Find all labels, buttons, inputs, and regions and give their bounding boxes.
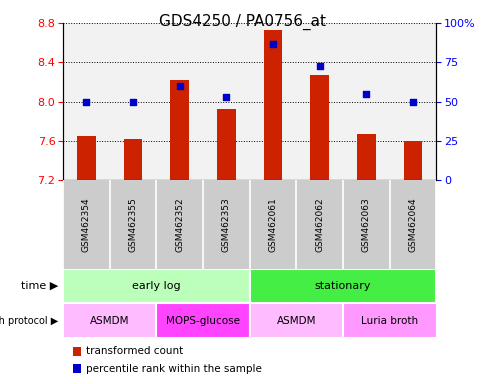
Bar [389, 23, 436, 180]
Bar [217, 109, 235, 180]
Text: growth protocol ▶: growth protocol ▶ [0, 316, 58, 326]
Bar [156, 23, 203, 180]
Bar [156, 303, 249, 338]
Bar [343, 303, 436, 338]
Text: percentile rank within the sample: percentile rank within the sample [86, 364, 262, 374]
Text: GSM462352: GSM462352 [175, 197, 184, 252]
Text: time ▶: time ▶ [21, 281, 58, 291]
Point [315, 63, 323, 69]
Bar [249, 269, 436, 303]
Text: Luria broth: Luria broth [361, 316, 418, 326]
Text: early log: early log [132, 281, 181, 291]
Bar [249, 23, 296, 180]
Text: ASMDM: ASMDM [276, 316, 316, 326]
Text: GSM462063: GSM462063 [361, 197, 370, 252]
Point [362, 91, 370, 97]
Bar [170, 80, 189, 180]
Text: GSM462354: GSM462354 [82, 197, 91, 252]
Text: stationary: stationary [314, 281, 371, 291]
Bar [296, 23, 342, 180]
Text: GSM462062: GSM462062 [315, 197, 324, 252]
Bar [109, 23, 156, 180]
Text: GSM462355: GSM462355 [128, 197, 137, 252]
Text: ASMDM: ASMDM [90, 316, 129, 326]
Text: GSM462064: GSM462064 [408, 197, 417, 252]
Bar [342, 23, 389, 180]
Point [176, 83, 183, 89]
Text: MOPS-glucose: MOPS-glucose [166, 316, 240, 326]
Bar [403, 141, 422, 180]
Bar [63, 23, 109, 180]
Text: GDS4250 / PA0756_at: GDS4250 / PA0756_at [159, 13, 325, 30]
Bar [356, 134, 375, 180]
Bar [63, 269, 249, 303]
Point [269, 40, 276, 46]
Point [408, 99, 416, 105]
Point [129, 99, 136, 105]
Point [82, 99, 90, 105]
Bar [249, 303, 342, 338]
Point [222, 94, 230, 100]
Bar [310, 75, 329, 180]
Text: GSM462353: GSM462353 [222, 197, 230, 252]
Bar [123, 139, 142, 180]
Bar [77, 136, 95, 180]
Bar [203, 23, 249, 180]
Bar [263, 30, 282, 180]
Text: transformed count: transformed count [86, 346, 183, 356]
Text: GSM462061: GSM462061 [268, 197, 277, 252]
Bar [63, 303, 156, 338]
